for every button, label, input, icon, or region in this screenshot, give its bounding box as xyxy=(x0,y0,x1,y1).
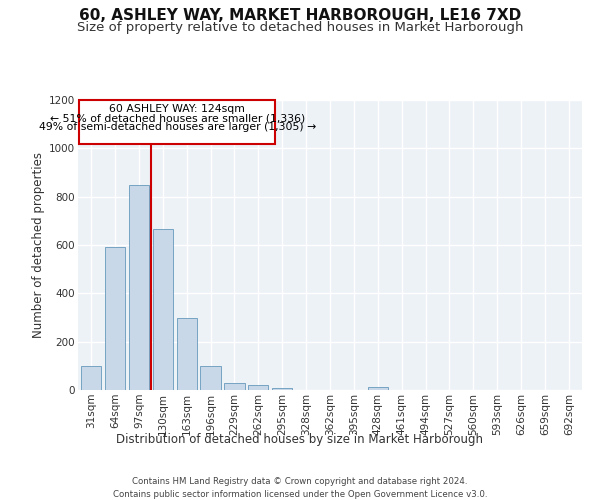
FancyBboxPatch shape xyxy=(79,100,275,144)
Text: Contains public sector information licensed under the Open Government Licence v3: Contains public sector information licen… xyxy=(113,490,487,499)
Bar xyxy=(200,366,221,390)
Text: 60, ASHLEY WAY, MARKET HARBOROUGH, LE16 7XD: 60, ASHLEY WAY, MARKET HARBOROUGH, LE16 … xyxy=(79,8,521,22)
Bar xyxy=(248,384,268,390)
Text: Distribution of detached houses by size in Market Harborough: Distribution of detached houses by size … xyxy=(116,432,484,446)
Bar xyxy=(129,185,149,390)
Bar xyxy=(368,387,388,390)
Text: Contains HM Land Registry data © Crown copyright and database right 2024.: Contains HM Land Registry data © Crown c… xyxy=(132,478,468,486)
Bar xyxy=(152,230,173,390)
Text: 49% of semi-detached houses are larger (1,305) →: 49% of semi-detached houses are larger (… xyxy=(38,122,316,132)
Y-axis label: Number of detached properties: Number of detached properties xyxy=(32,152,45,338)
Text: Size of property relative to detached houses in Market Harborough: Size of property relative to detached ho… xyxy=(77,21,523,34)
Bar xyxy=(272,388,292,390)
Bar xyxy=(81,366,101,390)
Text: 60 ASHLEY WAY: 124sqm: 60 ASHLEY WAY: 124sqm xyxy=(109,104,245,114)
Bar xyxy=(105,248,125,390)
Bar xyxy=(176,318,197,390)
Bar xyxy=(224,383,245,390)
Text: ← 51% of detached houses are smaller (1,336): ← 51% of detached houses are smaller (1,… xyxy=(50,114,305,124)
